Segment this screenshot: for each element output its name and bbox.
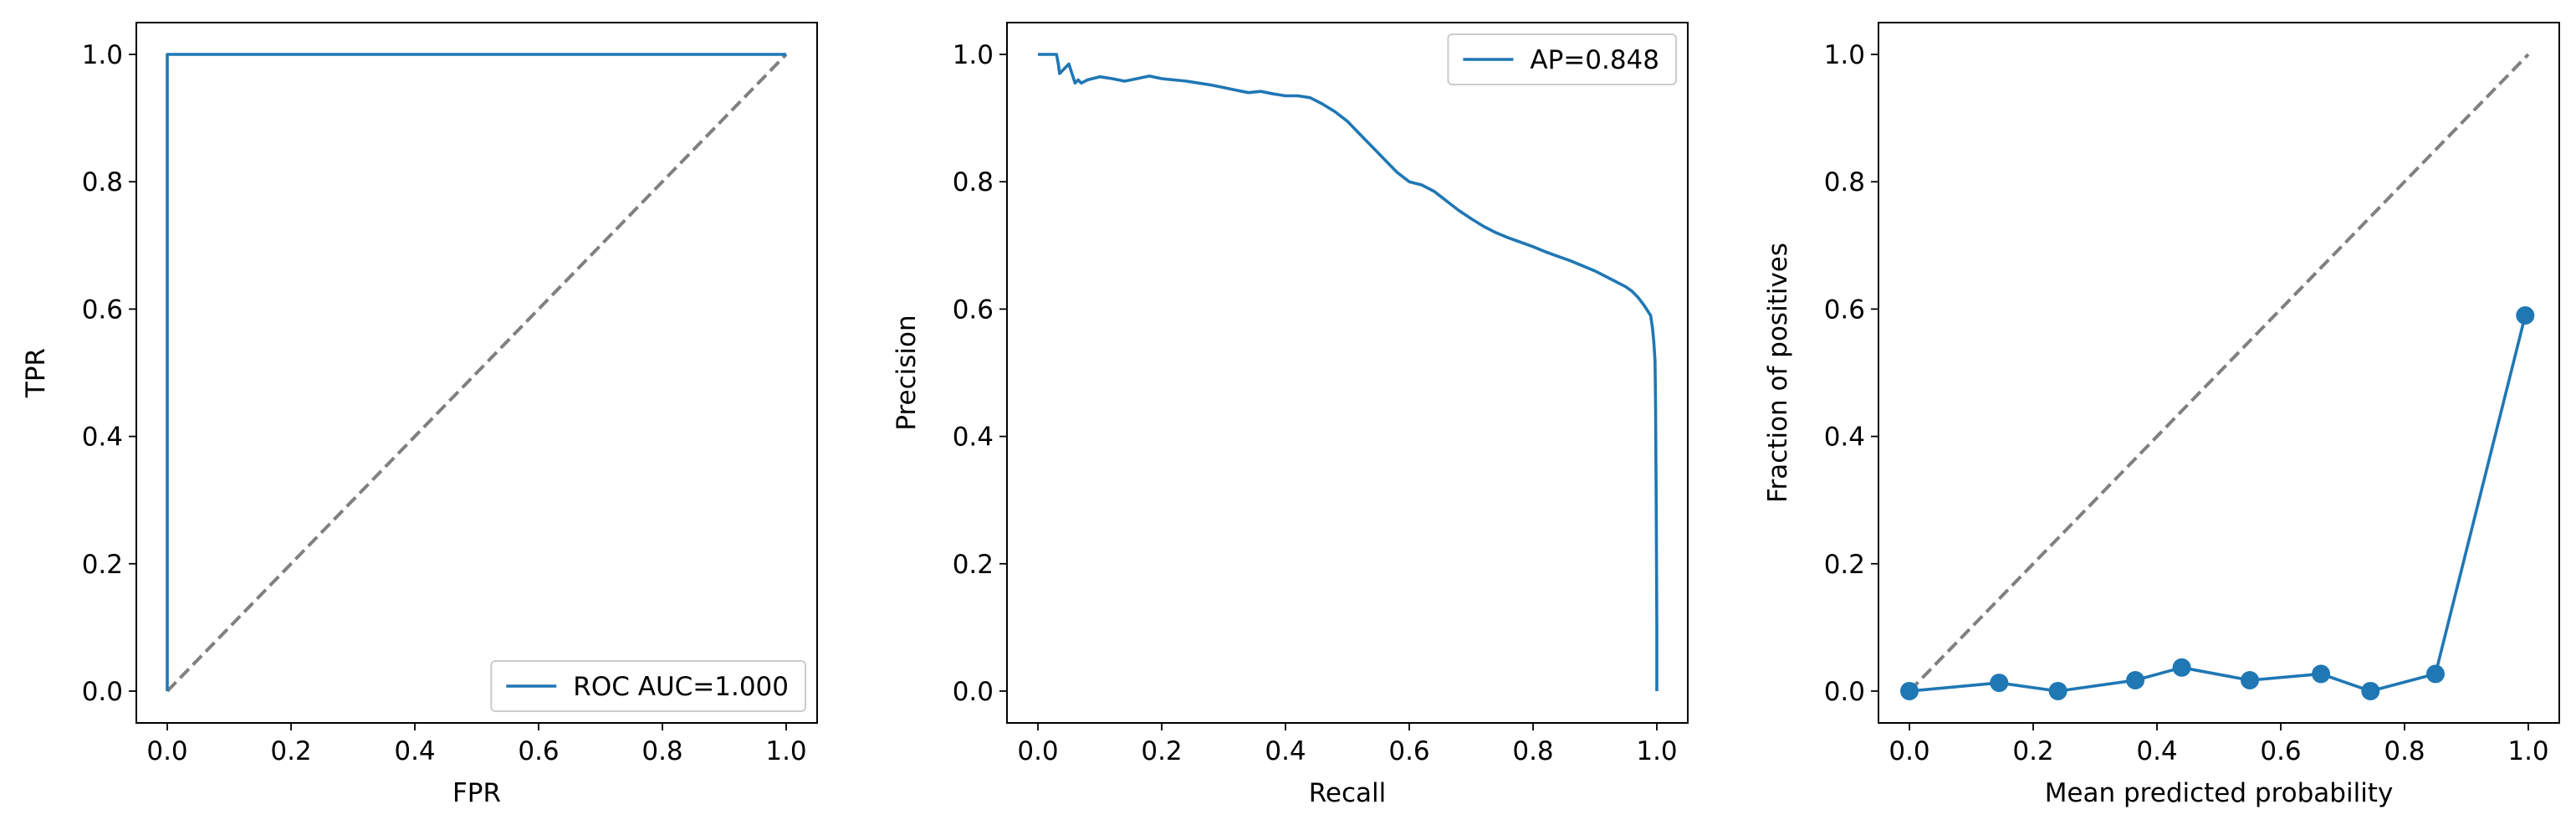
legend-label: ROC AUC=1.000 xyxy=(573,672,789,702)
series-line xyxy=(166,53,786,691)
x-tick-label: 0.0 xyxy=(146,736,187,766)
y-tick-label: 0.0 xyxy=(953,677,994,707)
y-tick-label: 0.2 xyxy=(82,550,123,580)
data-point-marker xyxy=(1900,681,1919,700)
data-point-marker xyxy=(2361,681,2380,700)
y-tick-label: 0.8 xyxy=(953,167,994,197)
data-point-marker xyxy=(2516,306,2535,325)
y-axis-label: Fraction of positives xyxy=(1763,243,1793,503)
x-tick-label: 0.0 xyxy=(1017,736,1058,766)
y-axis-label: Precision xyxy=(892,315,922,430)
data-point-marker xyxy=(2312,664,2331,684)
data-point-marker xyxy=(2241,671,2259,690)
y-tick-label: 1.0 xyxy=(953,40,994,70)
series-line xyxy=(1909,315,2527,693)
x-tick-label: 0.8 xyxy=(1512,736,1553,766)
x-tick-label: 0.4 xyxy=(394,736,435,766)
axes-frame xyxy=(1878,22,2560,724)
legend-box xyxy=(1447,33,1677,85)
x-axis-label: Mean predicted probability xyxy=(2045,778,2394,808)
y-tick-label: 0.4 xyxy=(82,423,123,453)
x-tick-label: 0.6 xyxy=(2260,736,2301,766)
y-tick-label: 0.4 xyxy=(1824,423,1865,453)
y-tick-label: 0.2 xyxy=(1824,550,1865,580)
axes-frame xyxy=(1006,22,1689,724)
series-line xyxy=(1038,53,1659,691)
x-tick-label: 0.8 xyxy=(641,736,682,766)
y-tick-label: 1.0 xyxy=(82,40,123,70)
data-point-marker xyxy=(2048,681,2067,700)
reference-diagonal-line xyxy=(166,53,788,693)
x-tick-label: 1.0 xyxy=(1636,736,1677,766)
x-tick-label: 0.6 xyxy=(1388,736,1429,766)
x-axis-label: FPR xyxy=(452,778,501,808)
axes-frame xyxy=(135,22,818,724)
x-tick-label: 0.2 xyxy=(1141,736,1182,766)
legend: AP=0.848 xyxy=(1447,33,1677,85)
x-tick-label: 0.6 xyxy=(518,736,559,766)
data-point-marker xyxy=(2426,664,2445,684)
x-tick-label: 1.0 xyxy=(765,736,806,766)
x-tick-label: 0.2 xyxy=(2012,736,2053,766)
data-point-marker xyxy=(2126,671,2145,690)
chart-panel-1: 0.0 0.2 0.4 0.6 0.8 1.0 0.0 0.2 0.4 0.6 0.8 1.0 FPR T… xyxy=(21,22,818,808)
x-axis-label: Recall xyxy=(1309,778,1387,808)
y-tick-label: 0.8 xyxy=(1824,167,1865,197)
chart-panel-2: 0.0 0.2 0.4 0.6 0.8 1.0 0.0 0.2 0.4 0.6 0.8 1.0 Reca… xyxy=(892,22,1689,808)
data-point-marker xyxy=(2172,658,2191,677)
y-tick-label: 0.0 xyxy=(82,677,123,707)
y-tick-label: 0.8 xyxy=(82,167,123,197)
data-point-marker xyxy=(1990,674,2009,693)
x-tick-label: 0.0 xyxy=(1889,736,1929,766)
chart-panel-3: 0.0 0.2 0.4 0.6 0.8 1.0 0.0 0.2 0.4 0.6 0.8 1.0 Mean… xyxy=(1763,22,2560,808)
y-tick-label: 0.6 xyxy=(82,295,123,325)
y-tick-label: 0.0 xyxy=(1824,677,1865,707)
y-tick-label: 0.6 xyxy=(953,295,994,325)
x-tick-label: 0.2 xyxy=(270,736,311,766)
legend-label: AP=0.848 xyxy=(1530,45,1659,75)
x-tick-label: 1.0 xyxy=(2507,736,2548,766)
y-tick-label: 0.6 xyxy=(1824,295,1865,325)
x-tick-label: 0.4 xyxy=(2136,736,2177,766)
y-tick-label: 0.4 xyxy=(953,423,994,453)
legend-box xyxy=(490,660,806,712)
y-axis-label: TPR xyxy=(21,348,51,398)
reference-diagonal-line xyxy=(1908,53,2530,693)
y-tick-label: 0.2 xyxy=(953,550,994,580)
x-tick-label: 0.8 xyxy=(2384,736,2425,766)
legend: ROC AUC=1.000 xyxy=(490,660,806,712)
y-tick-label: 1.0 xyxy=(1824,40,1865,70)
x-tick-label: 0.4 xyxy=(1265,736,1306,766)
